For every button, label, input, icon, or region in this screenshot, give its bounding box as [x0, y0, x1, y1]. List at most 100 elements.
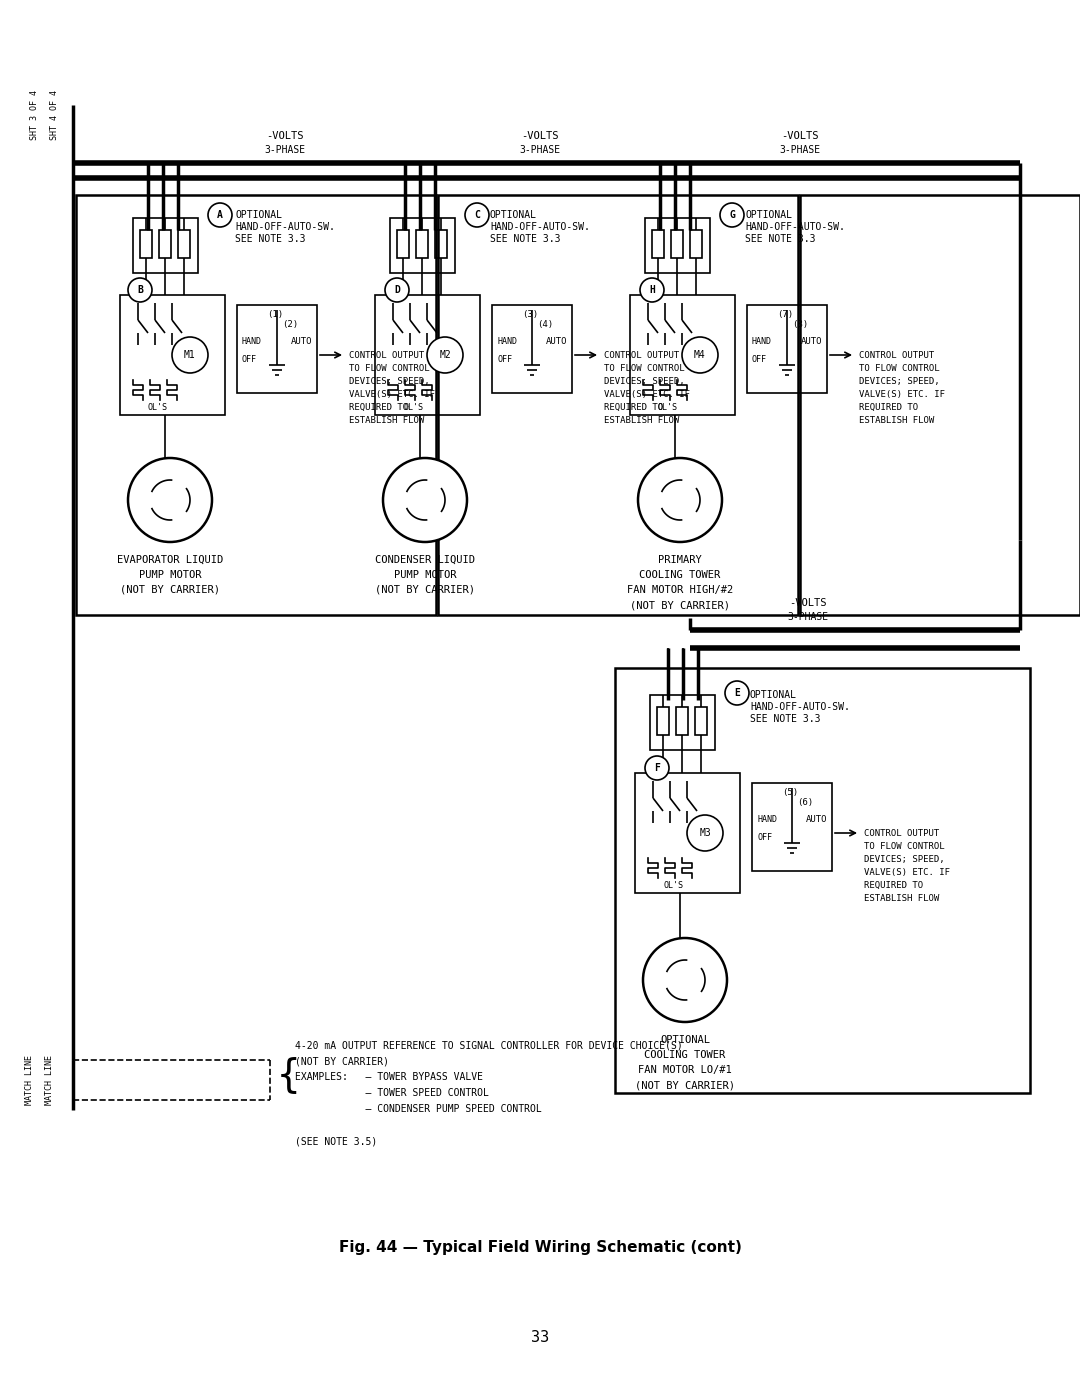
Bar: [492, 305, 572, 393]
Circle shape: [687, 814, 723, 851]
Text: ESTABLISH FLOW: ESTABLISH FLOW: [864, 894, 940, 902]
Text: VALVE(S) ETC. IF: VALVE(S) ETC. IF: [859, 390, 945, 400]
Bar: [752, 782, 832, 870]
Text: OFF: OFF: [757, 833, 772, 842]
Text: COOLING TOWER: COOLING TOWER: [639, 570, 720, 580]
Text: 3-PHASE: 3-PHASE: [265, 145, 306, 155]
Text: VALVE(S) ETC. IF: VALVE(S) ETC. IF: [604, 390, 690, 400]
Text: CONTROL OUTPUT: CONTROL OUTPUT: [349, 351, 424, 360]
Circle shape: [465, 203, 489, 226]
Text: – CONDENSER PUMP SPEED CONTROL: – CONDENSER PUMP SPEED CONTROL: [295, 1104, 542, 1113]
Text: CONTROL OUTPUT: CONTROL OUTPUT: [859, 351, 934, 360]
Bar: [696, 707, 707, 735]
Bar: [630, 295, 735, 415]
Text: OPTIONAL: OPTIONAL: [745, 210, 792, 219]
Bar: [635, 773, 740, 893]
Circle shape: [427, 337, 463, 373]
Text: HAND-OFF-AUTO-SW.: HAND-OFF-AUTO-SW.: [750, 703, 850, 712]
Bar: [390, 218, 455, 272]
Text: OPTIONAL: OPTIONAL: [490, 210, 537, 219]
Text: DEVICES; SPEED,: DEVICES; SPEED,: [859, 377, 940, 386]
Text: TO FLOW CONTROL: TO FLOW CONTROL: [349, 365, 430, 373]
Text: (6): (6): [797, 798, 813, 807]
Circle shape: [129, 458, 212, 542]
Text: D: D: [394, 285, 400, 295]
Text: -VOLTS: -VOLTS: [789, 598, 827, 608]
Text: MATCH LINE: MATCH LINE: [45, 1055, 54, 1105]
Text: M3: M3: [699, 828, 711, 838]
Text: CONDENSER LIQUID: CONDENSER LIQUID: [375, 555, 475, 564]
Text: EXAMPLES:   – TOWER BYPASS VALVE: EXAMPLES: – TOWER BYPASS VALVE: [295, 1071, 483, 1083]
Circle shape: [383, 458, 467, 542]
Text: -VOLTS: -VOLTS: [522, 131, 558, 141]
Bar: [159, 231, 171, 258]
Text: REQUIRED TO: REQUIRED TO: [864, 882, 923, 890]
Text: (8): (8): [792, 320, 808, 330]
Text: FAN MOTOR LO/#1: FAN MOTOR LO/#1: [638, 1065, 732, 1076]
Text: TO FLOW CONTROL: TO FLOW CONTROL: [864, 842, 945, 851]
Text: (NOT BY CARRIER): (NOT BY CARRIER): [120, 585, 220, 595]
Bar: [178, 231, 190, 258]
Text: AUTO: AUTO: [291, 337, 312, 346]
Text: OFF: OFF: [497, 355, 512, 365]
Text: HAND-OFF-AUTO-SW.: HAND-OFF-AUTO-SW.: [745, 222, 845, 232]
Text: MATCH LINE: MATCH LINE: [26, 1055, 35, 1105]
Text: CONTROL OUTPUT: CONTROL OUTPUT: [604, 351, 679, 360]
Text: Fig. 44 — Typical Field Wiring Schematic (cont): Fig. 44 — Typical Field Wiring Schematic…: [338, 1241, 742, 1255]
Text: -VOLTS: -VOLTS: [267, 131, 303, 141]
Text: REQUIRED TO: REQUIRED TO: [604, 402, 663, 412]
Bar: [676, 707, 688, 735]
Circle shape: [681, 337, 718, 373]
Bar: [615, 668, 1030, 1092]
Circle shape: [172, 337, 208, 373]
Bar: [652, 231, 664, 258]
Text: M2: M2: [440, 351, 450, 360]
Text: OPTIONAL: OPTIONAL: [235, 210, 282, 219]
Bar: [800, 196, 1080, 615]
Text: (NOT BY CARRIER): (NOT BY CARRIER): [295, 1056, 389, 1066]
Bar: [435, 231, 447, 258]
Circle shape: [384, 278, 409, 302]
Text: 3-PHASE: 3-PHASE: [787, 612, 828, 622]
Text: M4: M4: [694, 351, 706, 360]
Text: SEE NOTE 3.3: SEE NOTE 3.3: [490, 235, 561, 244]
Circle shape: [129, 278, 152, 302]
Text: OL'S: OL'S: [663, 880, 683, 890]
Text: (2): (2): [282, 320, 298, 330]
Text: FAN MOTOR HIGH/#2: FAN MOTOR HIGH/#2: [626, 585, 733, 595]
Text: HAND: HAND: [757, 814, 777, 824]
Text: E: E: [734, 687, 740, 698]
Bar: [645, 218, 710, 272]
Text: HAND-OFF-AUTO-SW.: HAND-OFF-AUTO-SW.: [490, 222, 590, 232]
Text: C: C: [474, 210, 480, 219]
Text: PRIMARY: PRIMARY: [658, 555, 702, 564]
Text: SEE NOTE 3.3: SEE NOTE 3.3: [750, 714, 821, 724]
Text: OL'S: OL'S: [658, 402, 678, 412]
Text: VALVE(S) ETC. IF: VALVE(S) ETC. IF: [349, 390, 435, 400]
Text: 3-PHASE: 3-PHASE: [780, 145, 821, 155]
Text: OFF: OFF: [242, 355, 257, 365]
Bar: [120, 295, 225, 415]
Text: B: B: [137, 285, 143, 295]
Bar: [438, 196, 798, 615]
Text: REQUIRED TO: REQUIRED TO: [349, 402, 408, 412]
Bar: [671, 231, 683, 258]
Text: F: F: [654, 763, 660, 773]
Circle shape: [640, 278, 664, 302]
Bar: [747, 305, 827, 393]
Text: (NOT BY CARRIER): (NOT BY CARRIER): [635, 1080, 735, 1090]
Bar: [237, 305, 318, 393]
Text: (1): (1): [267, 310, 283, 319]
Text: SEE NOTE 3.3: SEE NOTE 3.3: [745, 235, 815, 244]
Text: (NOT BY CARRIER): (NOT BY CARRIER): [375, 585, 475, 595]
Text: (NOT BY CARRIER): (NOT BY CARRIER): [630, 599, 730, 610]
Text: SHT 4 OF 4: SHT 4 OF 4: [50, 89, 59, 140]
Text: PUMP MOTOR: PUMP MOTOR: [394, 570, 456, 580]
Circle shape: [643, 937, 727, 1023]
Text: HAND: HAND: [242, 337, 262, 346]
Text: (SEE NOTE 3.5): (SEE NOTE 3.5): [295, 1136, 377, 1146]
Text: ESTABLISH FLOW: ESTABLISH FLOW: [604, 416, 679, 425]
Text: ESTABLISH FLOW: ESTABLISH FLOW: [349, 416, 424, 425]
Text: TO FLOW CONTROL: TO FLOW CONTROL: [859, 365, 940, 373]
Text: ESTABLISH FLOW: ESTABLISH FLOW: [859, 416, 934, 425]
